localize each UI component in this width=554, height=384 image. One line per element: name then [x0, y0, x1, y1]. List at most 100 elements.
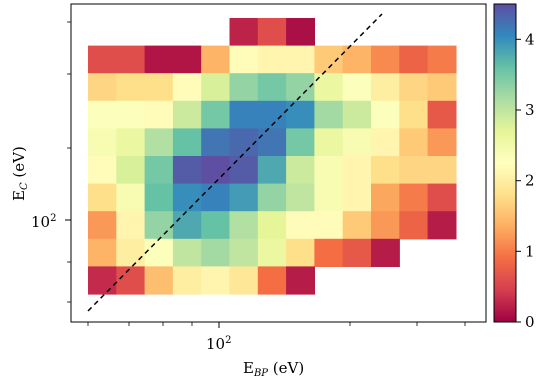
- heatmap-cell: [229, 73, 259, 102]
- heatmap-cell: [201, 128, 231, 157]
- heatmap-cell: [314, 128, 344, 157]
- heatmap-cell: [371, 128, 400, 157]
- colorbar-tick-label: 2: [525, 172, 535, 190]
- heatmap-cell: [342, 156, 372, 185]
- heatmap-cell: [371, 211, 400, 240]
- heatmap-cell: [286, 266, 315, 295]
- heatmap-cell: [286, 183, 315, 212]
- colorbar: [493, 3, 517, 323]
- heatmap-cell: [172, 45, 202, 74]
- heatmap-cell: [88, 128, 117, 157]
- heatmap-cell: [88, 45, 117, 74]
- heatmap-cell: [172, 156, 202, 185]
- heatmap-cell: [342, 73, 372, 102]
- heatmap-cell: [88, 156, 117, 185]
- heatmap-cell: [201, 211, 231, 240]
- heatmap-cell: [201, 45, 231, 74]
- heatmap-cell: [342, 211, 372, 240]
- heatmap-cell: [201, 183, 231, 212]
- heatmap-cell: [144, 156, 174, 185]
- heatmap-cell: [201, 73, 231, 102]
- heatmap-cell: [399, 73, 429, 102]
- heatmap-cell: [286, 156, 315, 185]
- heatmap-cell: [371, 238, 400, 267]
- heatmap-cell: [229, 45, 259, 74]
- heatmap-cell: [342, 128, 372, 157]
- heatmap-cell: [116, 100, 146, 129]
- heatmap-cell: [286, 100, 315, 129]
- heatmap-cell: [88, 100, 117, 129]
- heatmap-cell: [286, 18, 315, 47]
- colorbar-tick-label: 3: [525, 101, 535, 119]
- heatmap-cell: [371, 183, 400, 212]
- heatmap-cell: [229, 100, 259, 129]
- y-axis-label: EC (eV): [10, 146, 30, 201]
- heatmap-cell: [427, 45, 457, 74]
- heatmap-cell: [116, 73, 146, 102]
- heatmap-cell: [172, 211, 202, 240]
- heatmap-cell: [314, 100, 344, 129]
- heatmap-cell: [257, 211, 287, 240]
- heatmap-cell: [314, 156, 344, 185]
- heatmap-cell: [144, 128, 174, 157]
- heatmap-cell: [257, 18, 287, 47]
- heatmap-cell: [427, 73, 457, 102]
- heatmap-cell: [116, 156, 146, 185]
- heatmap-cell: [144, 45, 174, 74]
- heatmap-cell: [88, 266, 117, 295]
- heatmap-cell: [229, 211, 259, 240]
- heatmap-cell: [286, 238, 315, 267]
- heatmap-cell: [116, 266, 146, 295]
- heatmap-cell: [116, 211, 146, 240]
- heatmap-cell: [144, 100, 174, 129]
- heatmap-cell: [257, 183, 287, 212]
- heatmap-cell: [427, 156, 457, 185]
- heatmap-cell: [427, 211, 457, 240]
- heatmap-cell: [399, 211, 429, 240]
- heatmap-cell: [201, 156, 231, 185]
- reference-diagonal-line: [87, 13, 383, 312]
- heatmap-cell: [342, 45, 372, 74]
- colorbar-tick-label: 1: [525, 242, 535, 260]
- heatmap-cell: [257, 238, 287, 267]
- heatmap-cell: [371, 100, 400, 129]
- heatmap-cell: [286, 45, 315, 74]
- heatmap-cell: [257, 128, 287, 157]
- heatmap-cell: [116, 128, 146, 157]
- heatmap-cell: [88, 238, 117, 267]
- x-minor-ticks: [87, 322, 466, 326]
- colorbar-tick-label: 0: [525, 313, 535, 331]
- x-axis-label: EBP (eV): [243, 359, 304, 379]
- heatmap-cell: [427, 100, 457, 129]
- heatmap-cell: [144, 211, 174, 240]
- heatmap-cell: [172, 73, 202, 102]
- heatmap-cell: [172, 128, 202, 157]
- heatmap-cell: [172, 183, 202, 212]
- heatmap-cell: [342, 100, 372, 129]
- heatmap-cell: [144, 266, 174, 295]
- heatmap-cell: [371, 156, 400, 185]
- heatmap-cell: [172, 238, 202, 267]
- heatmap-cell: [88, 211, 117, 240]
- heatmap-cell: [399, 100, 429, 129]
- heatmap-cell: [314, 183, 344, 212]
- heatmap-cell: [314, 238, 344, 267]
- heatmap-cell: [88, 73, 117, 102]
- heatmap-cell: [201, 100, 231, 129]
- heatmap-cell: [286, 211, 315, 240]
- heatmap-cell: [257, 45, 287, 74]
- heatmap-cell: [314, 211, 344, 240]
- heatmap-cell: [229, 183, 259, 212]
- heatmap-cell: [201, 266, 231, 295]
- heatmap-cell: [399, 156, 429, 185]
- plot-frame: [70, 3, 487, 323]
- heatmap-cell: [427, 128, 457, 157]
- heatmap-cell: [229, 18, 259, 47]
- heatmap-cell: [229, 238, 259, 267]
- heatmap-cell: [371, 73, 400, 102]
- heatmap-cell: [399, 45, 429, 74]
- heatmap-cell: [172, 100, 202, 129]
- heatmap-cell: [144, 183, 174, 212]
- heatmap-cell: [116, 183, 146, 212]
